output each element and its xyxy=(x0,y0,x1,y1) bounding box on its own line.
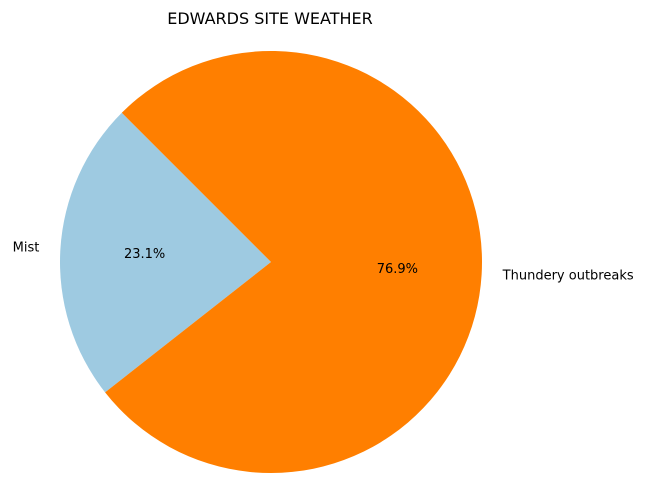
pie-slices xyxy=(59,51,482,474)
pie-slice-thundery-outbreaks xyxy=(105,51,482,474)
pie-pct-label: 23.1% xyxy=(124,247,165,262)
pie-category-label: Mist xyxy=(13,241,40,256)
pie-pct-label: 76.9% xyxy=(377,262,418,277)
chart-title: EDWARDS SITE WEATHER xyxy=(167,9,373,28)
pie-category-label: Thundery outbreaks xyxy=(502,268,634,283)
pie-slice-mist xyxy=(59,112,271,393)
pie-labels: 23.1% Mist 76.9% Thundery outbreaks xyxy=(13,241,634,284)
